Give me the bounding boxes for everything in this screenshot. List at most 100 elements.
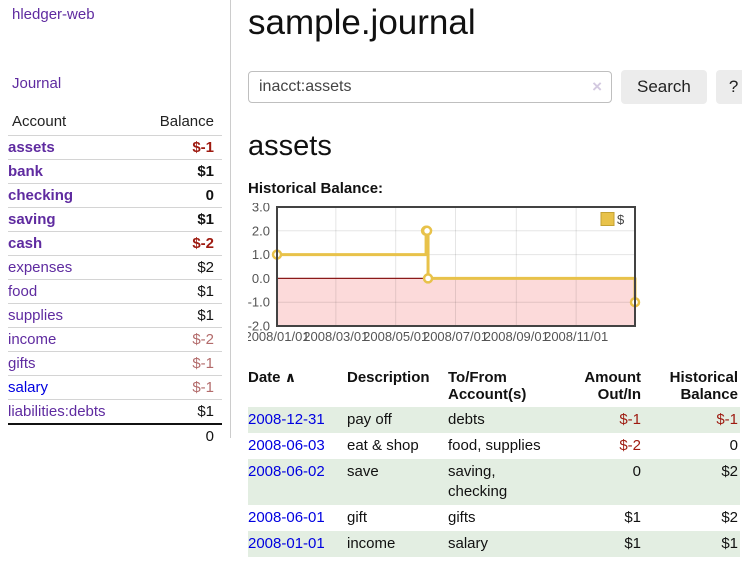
account-row: cash $-2 [8, 231, 222, 256]
search-help-button[interactable]: ? [715, 70, 742, 104]
y-tick-label: 0.0 [252, 271, 270, 286]
transaction-accounts: debts [448, 411, 485, 428]
account-link-salary[interactable]: salary [8, 379, 49, 396]
chart-title: Historical Balance: [248, 180, 384, 197]
transaction-balance: $2 [721, 509, 738, 526]
balance-chart: 3.0 2.0 1.0 0.0 -1.0 -2.0 2008/01/01 2008/03/01… [244, 200, 742, 345]
page-title: sample.journal [248, 3, 476, 42]
chart-svg: 3.0 2.0 1.0 0.0 -1.0 -2.02008/01/012008/03/01… [244, 200, 641, 344]
data-point [422, 273, 434, 284]
account-link-saving[interactable]: saving [8, 211, 56, 228]
account-balance: $1 [197, 403, 214, 420]
account-row: salary $-1 [8, 375, 222, 400]
account-balance: $1 [197, 163, 214, 180]
account-link-expenses[interactable]: expenses [8, 259, 73, 276]
transaction-accounts: salary [448, 535, 489, 552]
transaction-date-link[interactable]: 2008-06-03 [248, 437, 325, 454]
accounts-total-value: 0 [205, 428, 214, 445]
sort-asc-icon: ∧ [284, 369, 297, 385]
account-row: gifts $-1 [8, 351, 222, 376]
register-header-date[interactable]: Date ∧ [248, 369, 297, 386]
account-balance: 0 [205, 187, 214, 204]
transaction-date-link[interactable]: 2008-06-02 [248, 463, 325, 480]
legend-swatch [600, 212, 615, 226]
account-link-cash[interactable]: cash [8, 235, 43, 252]
account-row: supplies $1 [8, 303, 222, 328]
transaction-amount: $1 [624, 509, 641, 526]
sidebar: hledger-web Journal Account Balance asse… [0, 0, 231, 445]
transaction-balance: $-1 [716, 411, 738, 428]
y-tick-label: -1.0 [248, 295, 270, 310]
account-link-gifts[interactable]: gifts [8, 355, 36, 372]
register-header-accounts: To/From Account(s) [448, 369, 527, 403]
register-table: Date ∧ Description To/From Account(s) Am… [248, 367, 740, 557]
register-row: 2008-12-31 pay off debts $-1 $-1 [248, 407, 740, 433]
search-form: × Search ? [248, 70, 742, 104]
transaction-balance: $2 [721, 463, 738, 480]
account-row: assets $-1 [8, 135, 222, 160]
transaction-amount: $-2 [619, 437, 641, 454]
account-link-bank[interactable]: bank [8, 163, 44, 180]
account-link-supplies[interactable]: supplies [8, 307, 64, 324]
account-heading: assets [248, 130, 332, 162]
accounts-total-row: 0 [8, 424, 222, 448]
account-row: checking 0 [8, 183, 222, 208]
account-balance: $2 [197, 259, 214, 276]
accounts-header-account: Account [12, 113, 67, 130]
data-point [421, 225, 433, 237]
y-tick-label: 1.0 [252, 247, 270, 262]
account-row: bank $1 [8, 159, 222, 184]
account-row: saving $1 [8, 207, 222, 232]
account-balance: $-1 [192, 379, 214, 396]
account-balance: $-2 [192, 235, 214, 252]
account-balance: $-1 [192, 355, 214, 372]
x-tick-label: 2008/09/01 [484, 329, 549, 344]
transaction-description: pay off [347, 411, 392, 428]
x-tick-label: 2008/05/01 [363, 329, 428, 344]
transaction-date-link[interactable]: 2008-12-31 [248, 411, 325, 428]
transaction-accounts: gifts [448, 509, 476, 526]
negative-region [277, 278, 635, 326]
search-input[interactable] [248, 71, 612, 103]
register-row: 2008-06-02 save saving, checking 0 $2 [248, 459, 740, 505]
clear-search-icon[interactable]: × [592, 77, 602, 96]
chart-legend: $ [599, 211, 633, 228]
account-row: food $1 [8, 279, 222, 304]
account-balance: $1 [197, 307, 214, 324]
transaction-amount: 0 [632, 463, 641, 480]
x-tick-label: 2008/01/01 [248, 329, 310, 344]
register-header-balance: Historical Balance [669, 369, 738, 403]
register-header-description: Description [347, 369, 430, 386]
transaction-description: eat & shop [347, 437, 419, 454]
account-balance: $-1 [192, 139, 214, 156]
account-link-checking[interactable]: checking [8, 187, 74, 204]
transaction-accounts: saving, checking [448, 463, 508, 500]
transaction-date-link[interactable]: 2008-06-01 [248, 509, 325, 526]
transaction-accounts: food, supplies [448, 437, 541, 454]
register-header-amount: Amount Out/In [584, 369, 641, 403]
account-row: income $-2 [8, 327, 222, 352]
y-tick-label: -2.0 [248, 319, 270, 334]
account-row: expenses $2 [8, 255, 222, 280]
account-link-assets[interactable]: assets [8, 139, 55, 156]
app-title-link[interactable]: hledger-web [12, 6, 95, 23]
search-button[interactable]: Search [621, 70, 707, 104]
register-row: 2008-01-01 income salary $1 $1 [248, 531, 740, 557]
register-header-row: Date ∧ Description To/From Account(s) Am… [248, 367, 740, 407]
transaction-balance: $1 [721, 535, 738, 552]
nav-journal-link[interactable]: Journal [12, 75, 62, 92]
transaction-amount: $1 [624, 535, 641, 552]
transaction-date-link[interactable]: 2008-01-01 [248, 535, 325, 552]
accounts-header-balance: Balance [159, 113, 214, 130]
x-tick-label: 2008/07/01 [423, 329, 488, 344]
account-link-liabilities-debts[interactable]: liabilities:debts [8, 403, 106, 420]
account-balance: $1 [197, 211, 214, 228]
register-row: 2008-06-03 eat & shop food, supplies $-2… [248, 433, 740, 459]
account-link-income[interactable]: income [8, 331, 57, 348]
register-row: 2008-06-01 gift gifts $1 $2 [248, 505, 740, 531]
account-balance: $-2 [192, 331, 214, 348]
accounts-table: Account Balance assets $-1 bank $1 checkin… [8, 110, 222, 448]
transaction-description: save [347, 463, 379, 480]
transaction-description: income [347, 535, 396, 552]
account-link-food[interactable]: food [8, 283, 38, 300]
